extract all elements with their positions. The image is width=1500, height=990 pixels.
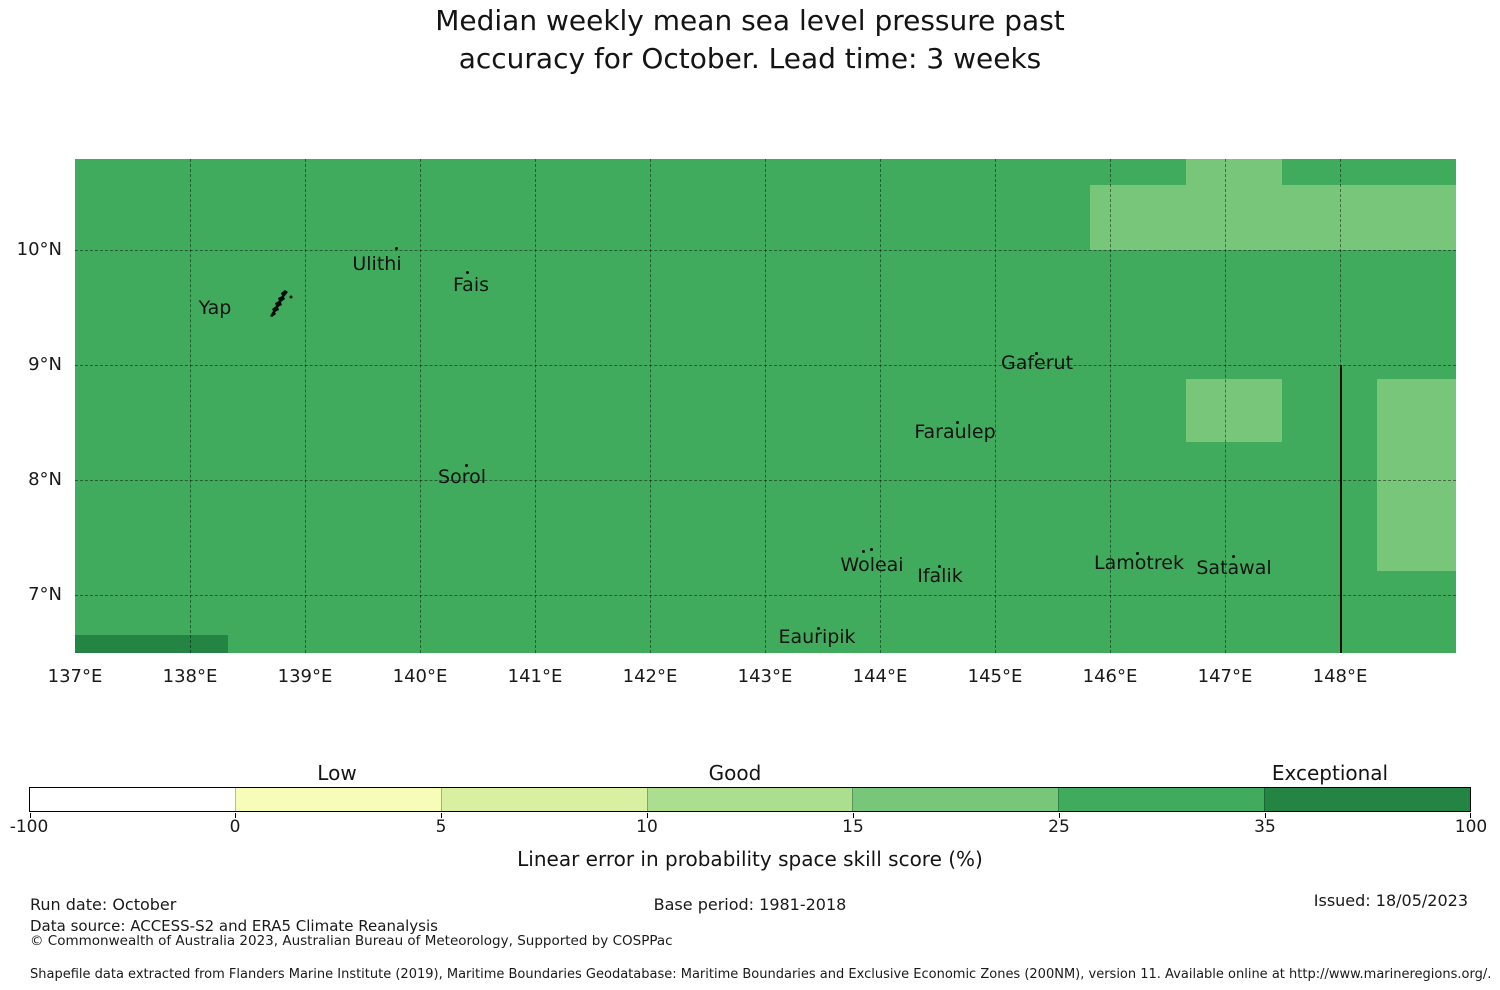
colorbar-axis-label: Linear error in probability space skill … [517,847,983,871]
lon-gridline [190,159,191,653]
colorbar-tick [1265,813,1266,818]
skill-patch [1186,159,1282,185]
skill-patch [1377,379,1456,571]
skill-patch [1186,379,1282,442]
colorbar-tick-label: -100 [9,817,49,837]
colorbar-category-label: Exceptional [1271,761,1389,785]
lon-gridline [535,159,536,653]
colorbar-tick-label: 25 [1048,817,1070,837]
colorbar-segment [646,788,853,811]
y-axis-tick-label: 10°N [16,239,62,260]
y-axis-tick-label: 7°N [28,584,62,605]
island-marker-dot [937,564,941,568]
base-period-text: Base period: 1981-2018 [653,895,847,914]
island-label: Gaferut [1000,352,1074,374]
colorbar-tick-label: 35 [1254,817,1276,837]
island-marker-dot [465,270,469,274]
run-date-text: Run date: October [30,895,177,914]
colorbar-segment [30,788,235,811]
x-axis-tick-label: 137°E [47,666,103,687]
lat-gridline [75,595,1456,596]
map-plot [75,159,1456,653]
colorbar-tick [29,813,31,818]
x-axis-tick-label: 144°E [852,666,908,687]
colorbar-segment [852,788,1059,811]
eez-boundary-line [1340,365,1342,653]
lon-gridline [995,159,996,653]
island-label: Satawal [1196,557,1272,579]
island-label: Woleai [840,554,904,576]
y-axis-tick-label: 9°N [28,354,62,375]
colorbar-tick [1059,813,1060,818]
island-label: Sorol [438,466,486,488]
colorbar-tick-label: 100 [1454,817,1488,837]
colorbar-tick-label: 0 [229,817,241,837]
copyright-text: © Commonwealth of Australia 2023, Austra… [30,933,673,949]
data-source-text: Data source: ACCESS-S2 and ERA5 Climate … [30,917,438,935]
island-marker-dot [861,549,865,553]
x-axis-tick-label: 139°E [277,666,333,687]
colorbar-tick [853,813,854,818]
colorbar-tick-label: 15 [842,817,864,837]
yap-island-shape [270,290,293,317]
title-line-1: Median weekly mean sea level pressure pa… [435,4,1065,37]
x-axis-tick-label: 147°E [1197,666,1253,687]
colorbar-bar [29,787,1471,812]
island-label: Faraulep [914,421,996,443]
island-marker-dot [1034,351,1038,355]
lon-gridline [1110,159,1111,653]
island-marker-dot [464,463,468,467]
colorbar-tick [1470,813,1471,818]
island-marker-dot [869,547,873,551]
lat-gridline [75,365,1456,366]
x-axis-tick-label: 145°E [967,666,1023,687]
island-label: Lamotrek [1094,552,1184,574]
island-label: Ulithi [352,253,402,275]
colorbar-tick [235,813,236,818]
lon-gridline [650,159,651,653]
island-marker-dot [394,246,398,250]
colorbar-tick-label: 10 [636,817,658,837]
island-label: Ifalik [917,565,963,587]
colorbar-category-label: Good [708,761,762,785]
lon-gridline [765,159,766,653]
x-axis-tick-label: 138°E [162,666,218,687]
colorbar: -100 0 5 10 15 25 35 100 [10,787,1487,847]
x-axis-tick-label: 141°E [507,666,563,687]
island-marker-dot [1135,551,1139,555]
colorbar-segment [440,788,647,811]
lon-gridline [1225,159,1226,653]
island-label: Fais [452,274,490,296]
colorbar-tick [647,813,648,818]
shapefile-note-text: Shapefile data extracted from Flanders M… [30,967,1492,982]
x-axis-tick-label: 146°E [1082,666,1138,687]
lon-gridline [420,159,421,653]
island-marker-dot [816,626,820,630]
issued-date-text: Issued: 18/05/2023 [1313,891,1468,910]
skill-patch [75,635,228,653]
colorbar-segment [234,788,441,811]
colorbar-tick [441,813,442,818]
colorbar-category-label: Low [317,761,357,785]
page-title: Median weekly mean sea level pressure pa… [0,2,1500,78]
y-axis-tick-label: 8°N [28,469,62,490]
title-line-2: accuracy for October. Lead time: 3 weeks [458,42,1042,75]
lat-gridline [75,250,1456,251]
island-label: Yap [198,297,232,319]
lon-gridline [305,159,306,653]
colorbar-segment [1058,788,1265,811]
x-axis-tick-label: 148°E [1312,666,1368,687]
x-axis-tick-label: 142°E [622,666,678,687]
x-axis-tick-label: 140°E [392,666,448,687]
x-axis-tick-label: 143°E [737,666,793,687]
colorbar-tick-label: 5 [435,817,447,837]
skill-patch [1090,185,1456,250]
island-marker-dot [955,420,959,424]
lon-gridline [880,159,881,653]
lat-gridline [75,480,1456,481]
island-label: Eauripik [778,626,856,648]
island-marker-dot [1231,554,1235,558]
colorbar-segment [1264,788,1471,811]
